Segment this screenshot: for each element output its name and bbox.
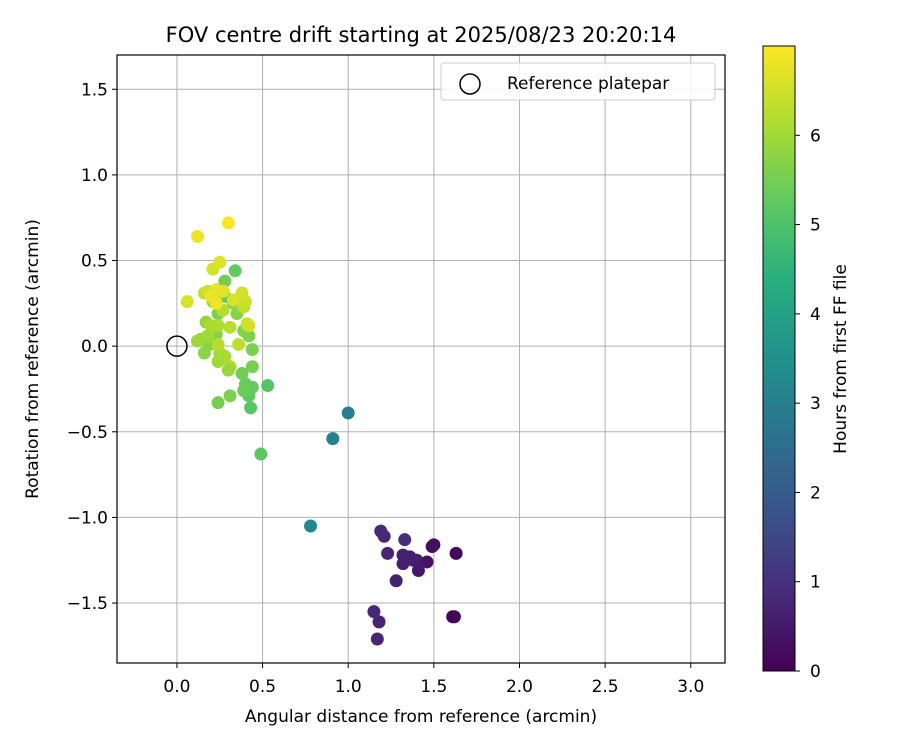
- legend: Reference platepar: [440, 62, 716, 101]
- data-point: [211, 396, 225, 410]
- data-point: [245, 343, 259, 357]
- data-point: [254, 447, 268, 461]
- data-point: [449, 546, 463, 560]
- reference-platepar-marker: [166, 335, 188, 357]
- data-point: [211, 319, 225, 333]
- colorbar-tick-label: 0: [810, 662, 821, 682]
- plot-frame: [116, 54, 726, 664]
- data-point: [425, 540, 439, 554]
- data-point: [218, 349, 232, 363]
- data-point: [396, 548, 410, 562]
- data-point: [228, 264, 242, 278]
- data-point: [261, 379, 275, 393]
- x-tick-label: 1.5: [420, 677, 447, 697]
- y-tick-label: −1.0: [67, 508, 108, 528]
- data-point: [223, 389, 237, 403]
- data-point: [245, 360, 259, 374]
- data-point: [370, 632, 384, 646]
- data-point: [209, 296, 223, 310]
- data-point: [232, 337, 246, 351]
- data-point: [197, 346, 211, 360]
- data-point: [304, 519, 318, 533]
- data-point: [221, 363, 235, 377]
- y-tick-label: 0.0: [81, 337, 108, 357]
- colorbar: [762, 45, 796, 672]
- data-point: [201, 329, 215, 343]
- data-point: [235, 367, 249, 381]
- data-point: [372, 615, 386, 629]
- data-point: [446, 610, 460, 624]
- x-tick-label: 2.5: [592, 677, 619, 697]
- data-point: [420, 555, 434, 569]
- y-tick-label: 0.5: [81, 252, 108, 272]
- data-point: [218, 274, 232, 288]
- colorbar-tick-label: 3: [810, 394, 821, 414]
- data-point: [381, 546, 395, 560]
- data-point: [242, 319, 256, 333]
- colorbar-tick-label: 4: [810, 305, 821, 325]
- data-point: [213, 255, 227, 269]
- data-point: [341, 406, 355, 420]
- data-point: [326, 432, 340, 446]
- chart-title: FOV centre drift starting at 2025/08/23 …: [166, 23, 677, 47]
- colorbar-tick-label: 1: [810, 573, 821, 593]
- x-tick-label: 1.0: [335, 677, 362, 697]
- legend-entry: Reference platepar: [507, 74, 669, 94]
- data-point: [374, 524, 388, 538]
- data-point: [389, 574, 403, 588]
- data-point: [367, 605, 381, 619]
- y-tick-label: −0.5: [67, 423, 108, 443]
- data-point: [211, 337, 225, 351]
- data-point: [221, 216, 235, 230]
- colorbar-label: Hours from first FF file: [831, 264, 851, 454]
- colorbar-tick-label: 2: [810, 483, 821, 503]
- data-point: [398, 533, 412, 547]
- y-tick-label: 1.0: [81, 166, 108, 186]
- x-axis-label: Angular distance from reference (arcmin): [245, 707, 597, 727]
- x-tick-label: 2.0: [506, 677, 533, 697]
- data-point: [411, 564, 425, 578]
- data-points: [180, 216, 463, 646]
- y-axis-ticks: −1.5 −1.0 −0.5 0.0 0.5 1.0 1.5: [67, 80, 117, 614]
- data-point: [226, 293, 240, 307]
- colorbar-tick-label: 5: [810, 216, 821, 236]
- data-point: [190, 230, 204, 244]
- data-point: [190, 334, 204, 348]
- colorbar-ticks: 0 1 2 3 4 5 6: [795, 126, 821, 682]
- y-axis-label: Rotation from reference (arcmin): [23, 219, 43, 499]
- x-axis-ticks: 0.0 0.5 1.0 1.5 2.0 2.5 3.0: [163, 663, 704, 697]
- data-point: [406, 553, 420, 567]
- gridlines: [117, 55, 725, 663]
- data-point: [180, 295, 194, 309]
- data-point: [237, 384, 251, 398]
- x-tick-label: 0.5: [249, 677, 276, 697]
- data-point: [244, 401, 258, 415]
- y-tick-label: −1.5: [67, 594, 108, 614]
- legend-marker-icon: [459, 73, 481, 95]
- y-tick-label: 1.5: [81, 80, 108, 100]
- x-tick-label: 0.0: [163, 677, 190, 697]
- x-tick-label: 3.0: [677, 677, 704, 697]
- data-point: [223, 320, 237, 334]
- legend-box: [440, 62, 716, 101]
- colorbar-tick-label: 6: [810, 126, 821, 146]
